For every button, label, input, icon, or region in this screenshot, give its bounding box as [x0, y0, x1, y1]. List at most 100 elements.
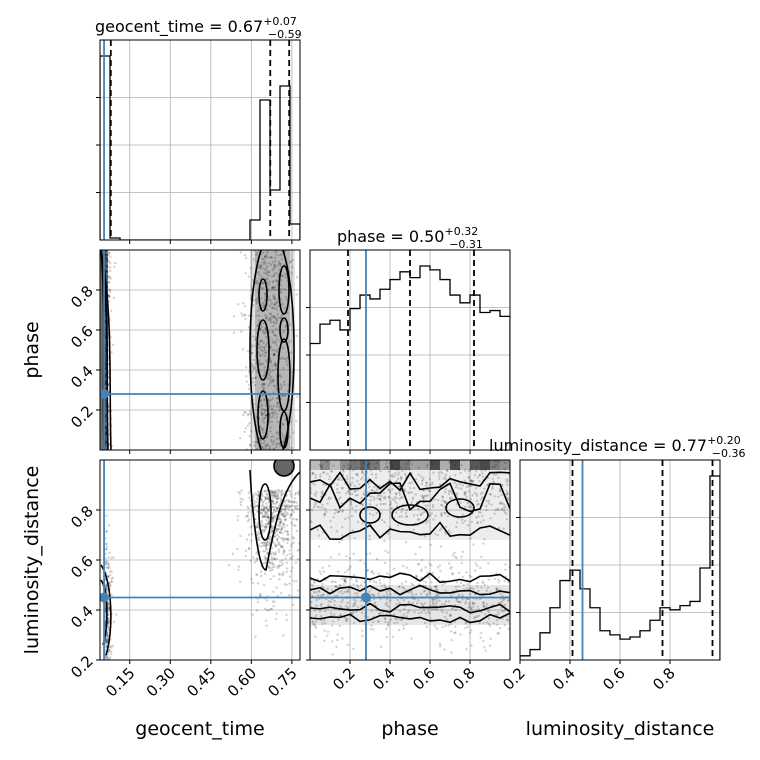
sample-point — [264, 497, 268, 500]
sample-point — [487, 610, 490, 614]
sample-point — [353, 484, 356, 487]
sample-point — [262, 508, 266, 511]
sample-point — [329, 519, 332, 523]
sample-point — [401, 508, 405, 511]
sample-point — [261, 394, 265, 398]
sample-point — [400, 507, 403, 511]
sample-point — [352, 456, 354, 458]
sample-point — [351, 506, 354, 510]
sample-point — [245, 380, 249, 383]
sample-point — [276, 524, 280, 527]
sample-point — [398, 493, 402, 496]
sample-point — [454, 631, 457, 634]
sample-point — [274, 491, 278, 495]
sample-point — [288, 505, 291, 508]
sample-point — [285, 514, 288, 517]
sample-point — [276, 338, 279, 341]
sample-point — [471, 506, 474, 509]
sample-point — [450, 651, 453, 654]
sample-point — [259, 594, 262, 598]
sample-point — [386, 572, 389, 575]
sample-point — [506, 432, 508, 434]
sample-point — [319, 604, 322, 607]
sample-point — [282, 515, 286, 518]
sample-point — [421, 603, 424, 606]
sample-point — [269, 319, 272, 322]
sample-point — [277, 305, 280, 308]
sample-point — [253, 441, 256, 444]
sample-point — [460, 518, 464, 522]
contour — [310, 584, 510, 596]
sample-point — [263, 417, 267, 420]
sample-point — [438, 599, 441, 602]
sample-point — [262, 412, 266, 415]
sample-point — [112, 265, 116, 268]
sample-point — [292, 501, 296, 504]
sample-point — [252, 364, 255, 368]
sample-point — [256, 533, 259, 536]
sample-point — [450, 638, 453, 642]
sample-point — [245, 366, 248, 369]
sample-point — [356, 493, 359, 497]
sample-point — [263, 349, 266, 352]
sample-point — [104, 585, 107, 588]
sample-point — [423, 589, 427, 592]
sample-point — [107, 563, 110, 566]
sample-point — [476, 605, 480, 608]
sample-point — [259, 592, 262, 596]
panels-layer: 0.2 0.4 0.6 0.80.20.40.60.80.15 0.30 0.45 0.60… — [67, 39, 721, 700]
sample-point — [343, 579, 347, 583]
x-tick-label: 0.4 — [549, 664, 579, 694]
sample-point — [347, 590, 350, 594]
sample-point — [460, 463, 463, 467]
sample-point — [346, 569, 349, 572]
sample-point — [277, 436, 281, 440]
sample-point — [274, 509, 278, 513]
sample-point — [288, 582, 291, 585]
sample-point — [330, 624, 334, 627]
sample-point — [405, 515, 408, 519]
sample-point — [275, 538, 279, 541]
sample-point — [290, 521, 293, 525]
sample-point — [294, 524, 297, 528]
sample-point — [264, 447, 267, 450]
sample-point — [104, 562, 107, 565]
sample-point — [392, 613, 396, 616]
sample-point — [326, 587, 329, 591]
sample-point — [465, 485, 469, 489]
sample-point — [252, 494, 256, 497]
sample-point — [313, 483, 316, 486]
sample-point — [275, 445, 278, 449]
sample-point — [470, 484, 473, 488]
sample-point — [277, 550, 281, 554]
sample-point — [470, 480, 474, 484]
sample-point — [468, 469, 471, 472]
sample-point — [265, 505, 269, 508]
sample-point — [503, 624, 506, 627]
y-tick-label: 0.6 — [67, 322, 97, 352]
sample-point — [264, 527, 268, 530]
sample-point — [350, 577, 353, 581]
sample-point — [425, 484, 428, 488]
sample-point — [340, 589, 343, 593]
sample-point — [351, 492, 354, 496]
x-tick-label: 0.2 — [329, 664, 359, 694]
sample-point — [268, 304, 272, 307]
sample-point — [260, 339, 263, 342]
sample-point — [421, 496, 425, 499]
sample-point — [463, 479, 467, 482]
sample-point — [444, 600, 448, 603]
sample-point — [441, 625, 445, 629]
sample-point — [263, 557, 267, 560]
sample-point — [251, 370, 254, 373]
sample-point — [295, 276, 299, 279]
sample-point — [413, 486, 416, 490]
sample-point — [457, 600, 460, 604]
sample-point — [271, 500, 274, 503]
sample-point — [264, 510, 268, 514]
sample-point — [275, 308, 278, 311]
sample-point — [413, 610, 416, 614]
sample-point — [266, 515, 270, 519]
sample-point — [465, 648, 468, 651]
sample-point — [112, 296, 116, 300]
